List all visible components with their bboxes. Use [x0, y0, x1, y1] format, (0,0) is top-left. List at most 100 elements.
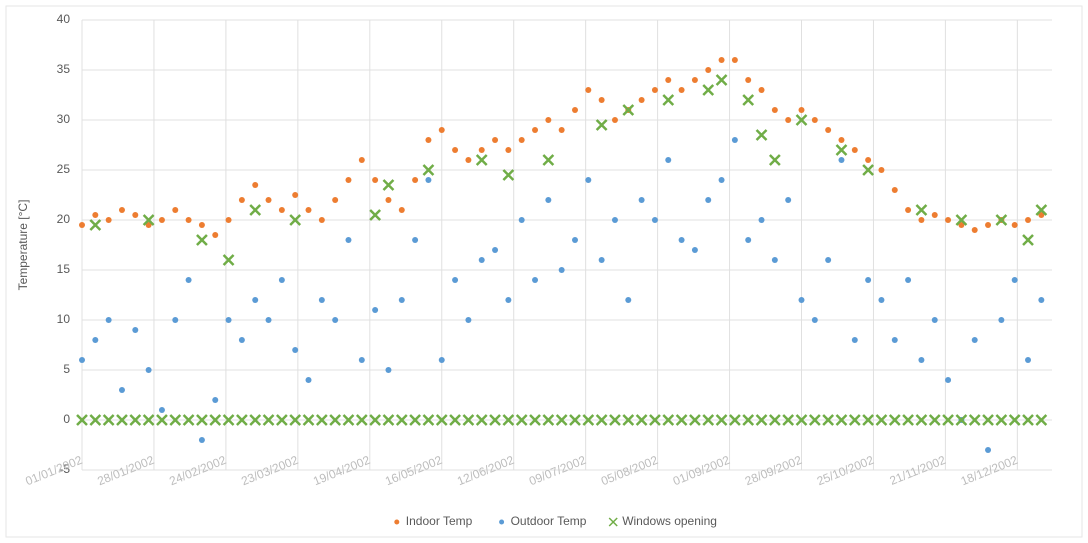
point	[862, 164, 875, 176]
point	[329, 414, 342, 426]
point	[1011, 222, 1018, 228]
point	[862, 414, 875, 426]
point	[278, 277, 285, 283]
point	[958, 222, 965, 228]
point	[465, 317, 472, 323]
point	[452, 277, 459, 283]
point	[715, 74, 728, 86]
point	[169, 414, 182, 426]
point	[478, 257, 485, 263]
point	[838, 157, 845, 163]
point	[332, 197, 339, 203]
point	[848, 414, 861, 426]
series	[79, 57, 1045, 238]
point	[771, 107, 778, 113]
point	[79, 222, 85, 228]
point	[372, 177, 379, 183]
point	[718, 57, 725, 63]
point	[651, 87, 658, 93]
point	[811, 317, 818, 323]
point	[385, 197, 392, 203]
point	[369, 414, 382, 426]
point	[449, 414, 461, 426]
point	[998, 317, 1005, 323]
point	[412, 237, 419, 243]
point	[758, 217, 765, 223]
point	[358, 357, 365, 363]
y-tick-label: -5	[59, 462, 70, 476]
point	[995, 214, 1008, 226]
point	[571, 107, 578, 113]
point	[742, 414, 755, 426]
point	[678, 237, 685, 243]
point	[915, 204, 928, 216]
point	[425, 177, 432, 183]
point	[185, 277, 192, 283]
point	[318, 297, 325, 303]
point	[382, 179, 395, 191]
point	[902, 414, 914, 426]
point	[358, 157, 365, 163]
point	[278, 207, 285, 213]
point	[236, 414, 248, 426]
point	[555, 414, 568, 426]
point	[585, 177, 592, 183]
point	[702, 414, 715, 426]
point	[798, 297, 805, 303]
point	[611, 217, 618, 223]
point	[1022, 414, 1034, 426]
point	[318, 217, 325, 223]
point	[502, 169, 515, 181]
point	[918, 357, 925, 363]
point	[196, 414, 208, 426]
point	[822, 414, 835, 426]
y-tick-label: 40	[57, 12, 71, 26]
point	[132, 327, 139, 333]
legend-marker	[499, 519, 505, 525]
legend-label: Windows opening	[622, 514, 717, 528]
point	[342, 414, 355, 426]
point	[302, 414, 315, 426]
point	[355, 414, 368, 426]
point	[745, 237, 752, 243]
point	[995, 414, 1008, 426]
point	[558, 267, 565, 273]
point	[731, 137, 738, 143]
point	[1038, 212, 1045, 218]
point	[931, 212, 938, 218]
point	[518, 217, 525, 223]
point	[878, 167, 885, 173]
point	[878, 297, 885, 303]
point	[145, 367, 152, 373]
point	[768, 154, 781, 166]
point	[305, 207, 312, 213]
point	[385, 367, 392, 373]
point	[345, 237, 352, 243]
point	[435, 414, 448, 426]
point	[731, 57, 738, 63]
point	[851, 337, 858, 343]
point	[225, 317, 232, 323]
point	[492, 247, 499, 253]
point	[465, 157, 472, 163]
point	[249, 204, 262, 216]
point	[945, 217, 952, 223]
point	[982, 414, 994, 426]
point	[542, 154, 555, 166]
point	[398, 297, 405, 303]
point	[865, 277, 872, 283]
point	[558, 127, 565, 133]
point	[198, 222, 205, 228]
point	[185, 217, 192, 223]
point	[462, 414, 475, 426]
point	[691, 77, 698, 83]
point	[532, 127, 539, 133]
point	[808, 414, 821, 426]
point	[212, 397, 219, 403]
point	[489, 414, 501, 426]
point	[89, 219, 102, 231]
point	[968, 414, 981, 426]
point	[785, 197, 792, 203]
point	[665, 157, 672, 163]
